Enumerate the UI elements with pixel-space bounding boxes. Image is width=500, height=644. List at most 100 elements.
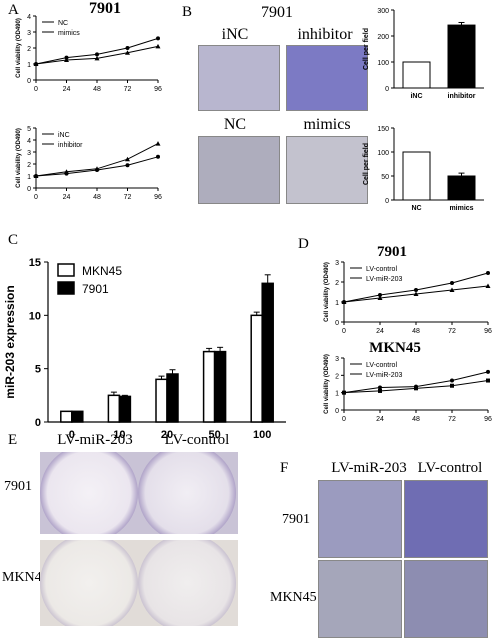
c-legend-label: 7901 bbox=[82, 282, 109, 296]
b1-x-tick-label: iNC bbox=[410, 93, 422, 100]
d2-y-tick-label: 3 bbox=[335, 356, 339, 363]
a2-x-tick-label: 72 bbox=[124, 194, 132, 201]
d2-series-lv-control-point bbox=[378, 385, 382, 390]
a1-x-tick-label: 24 bbox=[63, 86, 71, 93]
d1-series-lv-mir-203-point bbox=[377, 295, 383, 300]
a1-x-tick-label: 48 bbox=[93, 86, 101, 93]
a1-x-tick-label: 72 bbox=[124, 86, 132, 93]
panel-label-c: C bbox=[8, 232, 19, 248]
c-y-tick-label: 5 bbox=[35, 364, 41, 376]
a1-series-mimics-point bbox=[64, 57, 69, 62]
a2-legend-label: inhibitor bbox=[58, 142, 83, 149]
a1-legend-label: NC bbox=[58, 20, 68, 27]
d1-series-lv-control-point bbox=[486, 271, 490, 275]
c-x-tick-label: 20 bbox=[161, 429, 173, 441]
panel-e-label-lv-mir: LV-miR-203 bbox=[57, 432, 133, 448]
d2-series-lv-mir-203-point bbox=[486, 378, 490, 383]
a2-y-tick-label: 5 bbox=[27, 126, 31, 133]
d2-y-axis-label: Cell viability (OD490) bbox=[324, 354, 330, 414]
d1-x-tick-label: 0 bbox=[342, 328, 346, 335]
d2-y-tick-label: 2 bbox=[335, 373, 339, 380]
a2-series-inc-point bbox=[156, 154, 160, 159]
b2-y-tick-label: 100 bbox=[377, 150, 389, 157]
d2-legend-label: LV-miR-203 bbox=[366, 372, 403, 379]
c-y-tick-label: 0 bbox=[35, 417, 41, 429]
b1-y-tick-label: 100 bbox=[377, 60, 389, 67]
b2-y-axis-label: Cell per field bbox=[363, 143, 370, 185]
b2-x-tick-label: mimics bbox=[449, 205, 473, 212]
d2-x-tick-label: 72 bbox=[448, 416, 456, 423]
micrograph-nc bbox=[198, 136, 280, 204]
a1-y-tick-label: 0 bbox=[27, 78, 31, 85]
panel-label-d: D bbox=[298, 236, 309, 252]
a1-series-nc-point bbox=[95, 52, 99, 57]
a2-series-inc-point bbox=[125, 163, 130, 168]
d2-x-tick-label: 24 bbox=[376, 416, 384, 423]
panel-label-a: A bbox=[8, 2, 19, 18]
panel-b-label-mimics: mimics bbox=[303, 116, 351, 133]
d1-series-lv-mir-203-point bbox=[485, 283, 491, 288]
c-y-tick-label: 15 bbox=[29, 257, 41, 269]
d1-y-tick-label: 3 bbox=[335, 260, 339, 267]
d1-series-lv-mir-203-point bbox=[341, 299, 347, 304]
panel-label-b: B bbox=[182, 4, 193, 20]
b2-bar-nc bbox=[402, 151, 431, 201]
panel-a-title: 7901 bbox=[89, 0, 121, 17]
b2-x-tick-label: NC bbox=[411, 205, 421, 212]
d1-y-tick-label: 2 bbox=[335, 280, 339, 287]
d1-y-tick-label: 1 bbox=[335, 300, 339, 307]
micrograph-f-7901-lv-control bbox=[404, 480, 488, 558]
panel-e-row-mkn45: MKN45 bbox=[2, 570, 49, 585]
d1-series-lv-control-point bbox=[378, 293, 382, 297]
panel-b-label-inc: iNC bbox=[221, 26, 249, 43]
d1-x-tick-label: 48 bbox=[412, 328, 420, 335]
panel-d-top-title: 7901 bbox=[377, 244, 407, 260]
a2-y-tick-label: 2 bbox=[27, 162, 31, 169]
a2-series-inhibitor-point bbox=[155, 141, 161, 146]
panel-f-row-mkn45: MKN45 bbox=[270, 590, 317, 605]
d1-legend-label: LV-control bbox=[366, 266, 397, 273]
d2-series-lv-mir-203-point bbox=[342, 390, 346, 395]
micrograph-inc bbox=[198, 45, 280, 111]
a1-series-mimics-point bbox=[33, 61, 39, 66]
d1-series-lv-mir-203-point bbox=[449, 287, 455, 292]
b2-y-tick-label: 0 bbox=[385, 198, 389, 205]
a1-series-mimics-point bbox=[125, 50, 130, 55]
b1-x-tick-label: inhibitor bbox=[448, 93, 476, 100]
a2-series-inhibitor-point bbox=[94, 166, 100, 171]
a1-series-mimics-point bbox=[94, 55, 100, 61]
c-x-tick-label: 10 bbox=[113, 429, 125, 441]
panel-label-f: F bbox=[280, 460, 289, 476]
a1-x-tick-label: 0 bbox=[34, 86, 38, 93]
d2-legend-label: LV-control bbox=[366, 362, 397, 369]
a2-x-tick-label: 0 bbox=[34, 194, 38, 201]
d1-series-lv-mir-203-point bbox=[413, 291, 419, 296]
d2-series-lv-mir-203-point bbox=[378, 388, 382, 393]
panel-f-label-lv-mir: LV-miR-203 bbox=[331, 460, 407, 476]
b1-bar-inc bbox=[402, 61, 431, 89]
colony-photo-mkn45 bbox=[40, 540, 238, 626]
c-x-tick-label: 100 bbox=[253, 429, 271, 441]
panel-d-bottom-title: MKN45 bbox=[369, 340, 421, 356]
d1-x-tick-label: 24 bbox=[376, 328, 384, 335]
a2-legend-label: iNC bbox=[58, 132, 70, 139]
dish-mkn45-lv-control bbox=[138, 540, 236, 626]
a1-y-tick-label: 2 bbox=[27, 46, 31, 53]
b1-y-axis-label: Cell per field bbox=[363, 28, 370, 70]
b2-bar-mimics bbox=[447, 175, 476, 201]
panel-b-title: 7901 bbox=[261, 4, 293, 21]
d1-legend-label: LV-miR-203 bbox=[366, 276, 403, 283]
a2-y-tick-label: 4 bbox=[27, 138, 31, 145]
c-y-tick-label: 10 bbox=[29, 310, 41, 322]
a2-x-tick-label: 24 bbox=[63, 194, 71, 201]
a1-x-tick-label: 96 bbox=[154, 86, 162, 93]
a1-series-nc-point bbox=[156, 36, 160, 41]
c-bar-7901-0 bbox=[71, 410, 84, 423]
b1-y-tick-label: 300 bbox=[377, 8, 389, 15]
a1-y-tick-label: 1 bbox=[27, 62, 31, 69]
